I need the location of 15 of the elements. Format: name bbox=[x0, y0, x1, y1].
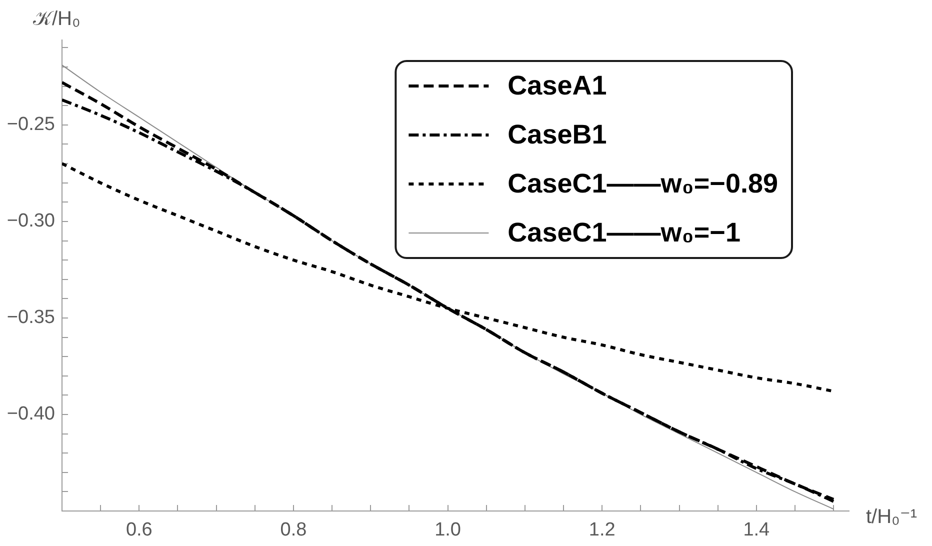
x-tick-label: 0.6 bbox=[126, 520, 152, 541]
y-axis-title: 𝒦/H₀ bbox=[33, 8, 80, 30]
y-tick-label: −0.35 bbox=[6, 307, 55, 328]
x-tick-label: 1.4 bbox=[743, 520, 770, 541]
y-tick-label: −0.25 bbox=[6, 114, 55, 136]
y-tick-label: −0.30 bbox=[6, 210, 55, 232]
legend-label: CaseB1 bbox=[508, 119, 607, 150]
y-tick-label: −0.40 bbox=[6, 404, 55, 425]
x-axis-title: t/H₀⁻¹ bbox=[866, 506, 918, 528]
legend-label: CaseC1——w₀=−0.89 bbox=[508, 168, 778, 198]
legend-label: CaseC1——w₀=−1 bbox=[508, 217, 740, 248]
x-tick-label: 1.2 bbox=[588, 520, 616, 541]
legend-label: CaseA1 bbox=[508, 70, 607, 100]
x-tick-label: 0.8 bbox=[280, 520, 307, 541]
x-tick-label: 1.0 bbox=[434, 520, 461, 541]
